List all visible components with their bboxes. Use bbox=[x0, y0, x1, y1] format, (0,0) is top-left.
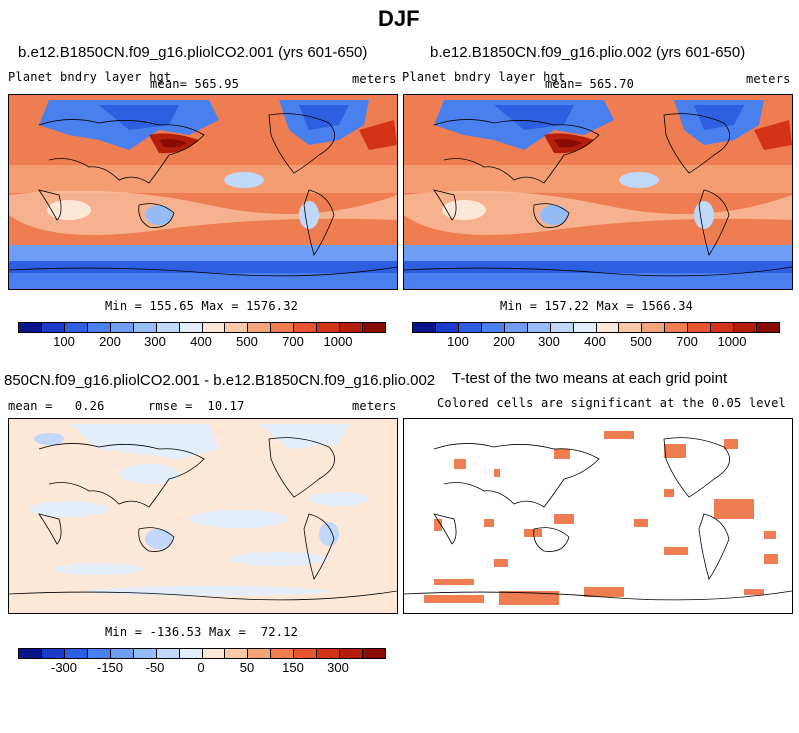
colorbar-tick-label: 700 bbox=[282, 334, 304, 349]
panel2-units: meters bbox=[746, 72, 791, 86]
colorbar-tick-label: 1000 bbox=[323, 334, 353, 349]
colorbar-swatch bbox=[202, 649, 226, 658]
colorbar-swatch bbox=[248, 649, 272, 658]
colorbar-swatch bbox=[19, 323, 42, 332]
colorbar-tick-label: 300 bbox=[327, 660, 349, 675]
colorbar-tick-label: 400 bbox=[584, 334, 606, 349]
colorbar-swatch bbox=[573, 323, 597, 332]
panel1-minmax: Min = 155.65 Max = 1576.32 bbox=[105, 299, 299, 313]
colorbar-tick-label: 50 bbox=[239, 660, 255, 675]
colorbar-swatch bbox=[41, 649, 65, 658]
panel1-title: b.e12.B1850CN.f09_g16.pliolCO2.001 (yrs … bbox=[18, 44, 368, 61]
panel3-map bbox=[8, 418, 398, 614]
colorbar-swatch bbox=[363, 649, 385, 658]
colorbar-swatch bbox=[711, 323, 735, 332]
colorbar-swatch bbox=[133, 649, 157, 658]
panel4-title: T-test of the two means at each grid poi… bbox=[452, 370, 728, 387]
panel4-subtitle: Colored cells are significant at the 0.0… bbox=[437, 396, 786, 410]
colorbar-swatch bbox=[642, 323, 666, 332]
panel3-units: meters bbox=[352, 399, 397, 413]
colorbar-tick-label: 700 bbox=[676, 334, 698, 349]
panel1-colorbar-ticks: 100 200 300 400 500 700 1000 bbox=[18, 334, 384, 350]
panel2-minmax: Min = 157.22 Max = 1566.34 bbox=[500, 299, 694, 313]
panel2-variable-label: Planet bndry layer hgt bbox=[402, 70, 566, 84]
colorbar-swatch bbox=[110, 649, 134, 658]
colorbar-tick-label: -300 bbox=[50, 660, 78, 675]
colorbar-swatch bbox=[19, 649, 42, 658]
panel3-minmax: Min = -136.53 Max = 72.12 bbox=[105, 625, 299, 639]
colorbar-tick-label: 0 bbox=[197, 660, 205, 675]
colorbar-swatch bbox=[202, 323, 226, 332]
colorbar-swatch bbox=[248, 323, 272, 332]
colorbar-swatch bbox=[271, 649, 295, 658]
colorbar-tick-label: -150 bbox=[96, 660, 124, 675]
colorbar-tick-label: 200 bbox=[493, 334, 515, 349]
colorbar-swatch bbox=[688, 323, 712, 332]
panel1-mean: mean= 565.95 bbox=[150, 77, 240, 91]
colorbar-swatch bbox=[340, 323, 364, 332]
colorbar-swatch bbox=[504, 323, 528, 332]
colorbar-swatch bbox=[41, 323, 65, 332]
panel1-map bbox=[8, 94, 398, 290]
panel3-colorbar-ticks: -300 -150 -50 0 50 150 300 bbox=[18, 660, 384, 676]
panel2-mean: mean= 565.70 bbox=[545, 77, 635, 91]
colorbar-swatch bbox=[527, 323, 551, 332]
colorbar-tick-label: 200 bbox=[99, 334, 121, 349]
colorbar-swatch bbox=[619, 323, 643, 332]
colorbar-tick-label: 500 bbox=[630, 334, 652, 349]
colorbar-swatch bbox=[156, 323, 180, 332]
colorbar-swatch bbox=[156, 649, 180, 658]
panel3-colorbar bbox=[18, 648, 386, 659]
colorbar-tick-label: 100 bbox=[447, 334, 469, 349]
colorbar-swatch bbox=[87, 323, 111, 332]
figure-title: DJF bbox=[378, 6, 420, 31]
panel2-title: b.e12.B1850CN.f09_g16.plio.002 (yrs 601-… bbox=[430, 44, 746, 61]
colorbar-swatch bbox=[179, 323, 203, 332]
colorbar-swatch bbox=[550, 323, 574, 332]
colorbar-tick-label: 500 bbox=[236, 334, 258, 349]
colorbar-tick-label: 1000 bbox=[717, 334, 747, 349]
colorbar-swatch bbox=[294, 323, 318, 332]
colorbar-swatch bbox=[363, 323, 385, 332]
panel1-colorbar bbox=[18, 322, 386, 333]
panel1-variable-label: Planet bndry layer hgt bbox=[8, 70, 172, 84]
colorbar-swatch bbox=[757, 323, 779, 332]
colorbar-swatch bbox=[87, 649, 111, 658]
panel1-units: meters bbox=[352, 72, 397, 86]
colorbar-tick-label: 300 bbox=[538, 334, 560, 349]
panel4-map bbox=[403, 418, 793, 614]
colorbar-swatch bbox=[271, 323, 295, 332]
colorbar-swatch bbox=[317, 649, 341, 658]
colorbar-swatch bbox=[225, 649, 249, 658]
colorbar-swatch bbox=[435, 323, 459, 332]
colorbar-swatch bbox=[734, 323, 758, 332]
colorbar-swatch bbox=[665, 323, 689, 332]
colorbar-tick-label: 150 bbox=[282, 660, 304, 675]
panel3-mean: mean = 0.26 bbox=[8, 399, 105, 413]
colorbar-swatch bbox=[413, 323, 436, 332]
panel2-map bbox=[403, 94, 793, 290]
colorbar-swatch bbox=[225, 323, 249, 332]
colorbar-swatch bbox=[133, 323, 157, 332]
colorbar-swatch bbox=[179, 649, 203, 658]
colorbar-swatch bbox=[596, 323, 620, 332]
colorbar-swatch bbox=[481, 323, 505, 332]
panel3-title: 850CN.f09_g16.pliolCO2.001 - b.e12.B1850… bbox=[4, 372, 436, 389]
colorbar-tick-label: 400 bbox=[190, 334, 212, 349]
colorbar-swatch bbox=[294, 649, 318, 658]
colorbar-swatch bbox=[110, 323, 134, 332]
colorbar-swatch bbox=[340, 649, 364, 658]
colorbar-tick-label: 100 bbox=[53, 334, 75, 349]
colorbar-tick-label: 300 bbox=[144, 334, 166, 349]
colorbar-swatch bbox=[317, 323, 341, 332]
colorbar-swatch bbox=[458, 323, 482, 332]
colorbar-swatch bbox=[64, 649, 88, 658]
panel3-rmse: rmse = 10.17 bbox=[148, 399, 245, 413]
colorbar-swatch bbox=[64, 323, 88, 332]
panel2-colorbar bbox=[412, 322, 780, 333]
colorbar-tick-label: -50 bbox=[145, 660, 165, 675]
panel2-colorbar-ticks: 100 200 300 400 500 700 1000 bbox=[412, 334, 778, 350]
